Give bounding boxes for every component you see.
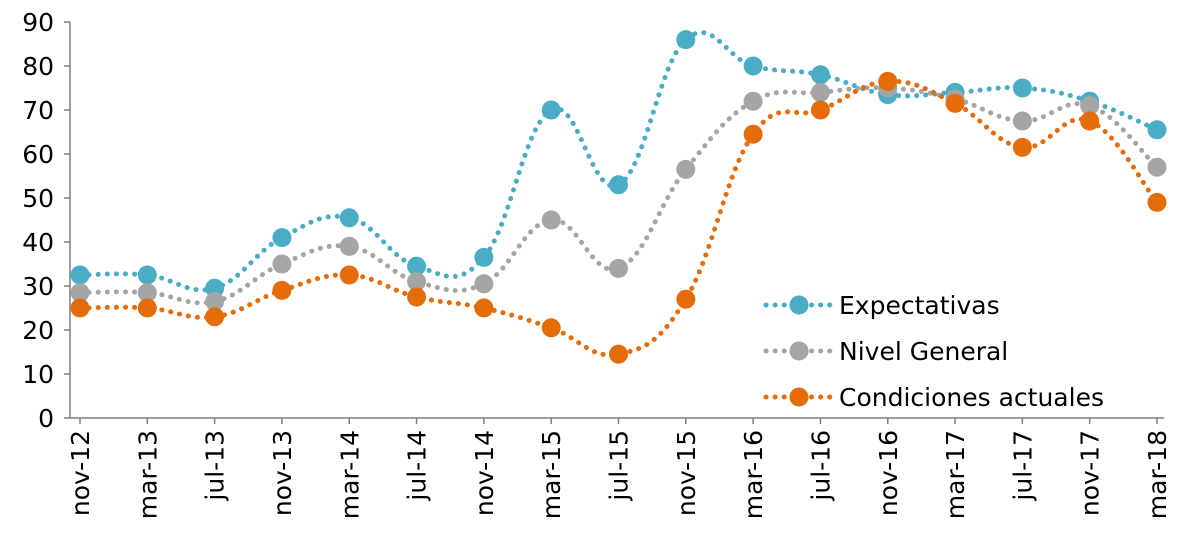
y-axis-ticks: 0 10 20 30 40 50 60 70 80 90 (22, 8, 70, 433)
series-line (77, 78, 1160, 358)
data-point (1147, 192, 1167, 212)
data-point (272, 280, 292, 300)
data-point (339, 236, 359, 256)
data-point (137, 283, 157, 303)
data-point (339, 265, 359, 285)
data-point (339, 208, 359, 228)
x-tick-label: jul-14 (403, 430, 432, 502)
data-point (137, 265, 157, 285)
x-tick-label: mar-18 (1143, 430, 1172, 519)
x-tick-label: mar-14 (335, 430, 364, 519)
data-point (810, 100, 830, 120)
data-point (1012, 137, 1032, 157)
y-tick-label: 90 (22, 8, 54, 37)
data-point (272, 254, 292, 274)
legend-marker (789, 295, 809, 315)
x-tick-label: nov-16 (874, 430, 903, 516)
data-point (205, 278, 225, 298)
data-point (1147, 157, 1167, 177)
y-tick-label: 70 (22, 96, 54, 125)
data-point (474, 247, 494, 267)
y-tick-label: 50 (22, 184, 54, 213)
data-point (676, 289, 696, 309)
data-point (407, 256, 427, 276)
data-point (743, 124, 763, 144)
x-tick-label: jul-16 (806, 430, 835, 502)
y-tick-label: 80 (22, 52, 54, 81)
legend-item: Expectativas (763, 291, 1000, 320)
legend-label: Expectativas (839, 291, 1000, 320)
data-point (407, 287, 427, 307)
data-point (541, 100, 561, 120)
data-point (474, 274, 494, 294)
data-point (945, 93, 965, 113)
series-condiciones-actuales (70, 71, 1167, 364)
data-point (743, 56, 763, 76)
data-point (541, 210, 561, 230)
data-point (70, 298, 90, 318)
legend-item: Nivel General (763, 337, 1008, 366)
data-point (878, 71, 898, 91)
data-point (474, 298, 494, 318)
x-tick-label: nov-13 (268, 430, 297, 516)
data-point (137, 298, 157, 318)
data-point (1012, 78, 1032, 98)
x-tick-label: nov-17 (1076, 430, 1105, 516)
x-tick-label: nov-12 (66, 430, 95, 516)
data-point (541, 318, 561, 338)
y-tick-label: 30 (22, 272, 54, 301)
series-line (77, 85, 1160, 306)
x-tick-label: jul-17 (1008, 430, 1037, 502)
data-point (1080, 111, 1100, 131)
series-nivel-general (70, 78, 1167, 311)
data-point (272, 228, 292, 248)
data-point (407, 272, 427, 292)
data-point (70, 283, 90, 303)
data-point (609, 258, 628, 278)
legend-marker (789, 387, 809, 407)
y-tick-label: 10 (22, 360, 54, 389)
series-layer (70, 30, 1167, 364)
x-tick-label: nov-15 (672, 430, 701, 516)
data-point (205, 291, 225, 311)
x-axis-ticks: nov-12 mar-13 jul-13 nov-13 mar-14 jul-14 nov-… (66, 418, 1172, 519)
data-point (205, 307, 225, 327)
x-tick-label: jul-15 (605, 430, 634, 502)
x-tick-label: mar-16 (739, 430, 768, 519)
x-tick-label: nov-14 (470, 430, 499, 516)
x-tick-label: mar-15 (537, 430, 566, 519)
legend-item: Condiciones actuales (763, 383, 1104, 412)
data-point (676, 159, 696, 179)
data-point (1012, 111, 1032, 131)
series-line (77, 30, 1160, 293)
legend-label: Nivel General (839, 337, 1008, 366)
data-point (70, 265, 90, 285)
data-point (609, 344, 628, 364)
data-point (1080, 96, 1100, 116)
series-expectativas (70, 30, 1167, 298)
y-tick-label: 20 (22, 316, 54, 345)
data-point (810, 65, 830, 85)
data-point (676, 30, 696, 50)
data-point (810, 82, 830, 102)
legend-marker (789, 341, 809, 361)
y-tick-label: 60 (22, 140, 54, 169)
data-point (609, 175, 628, 195)
legend: Expectativas Nivel General Condiciones act… (763, 291, 1104, 412)
y-tick-label: 0 (38, 404, 54, 433)
data-point (743, 91, 763, 111)
legend-label: Condiciones actuales (839, 383, 1104, 412)
x-tick-label: jul-13 (201, 430, 230, 502)
data-point (1147, 120, 1167, 140)
x-tick-label: mar-13 (133, 430, 162, 519)
x-tick-label: mar-17 (941, 430, 970, 519)
y-tick-label: 40 (22, 228, 54, 257)
